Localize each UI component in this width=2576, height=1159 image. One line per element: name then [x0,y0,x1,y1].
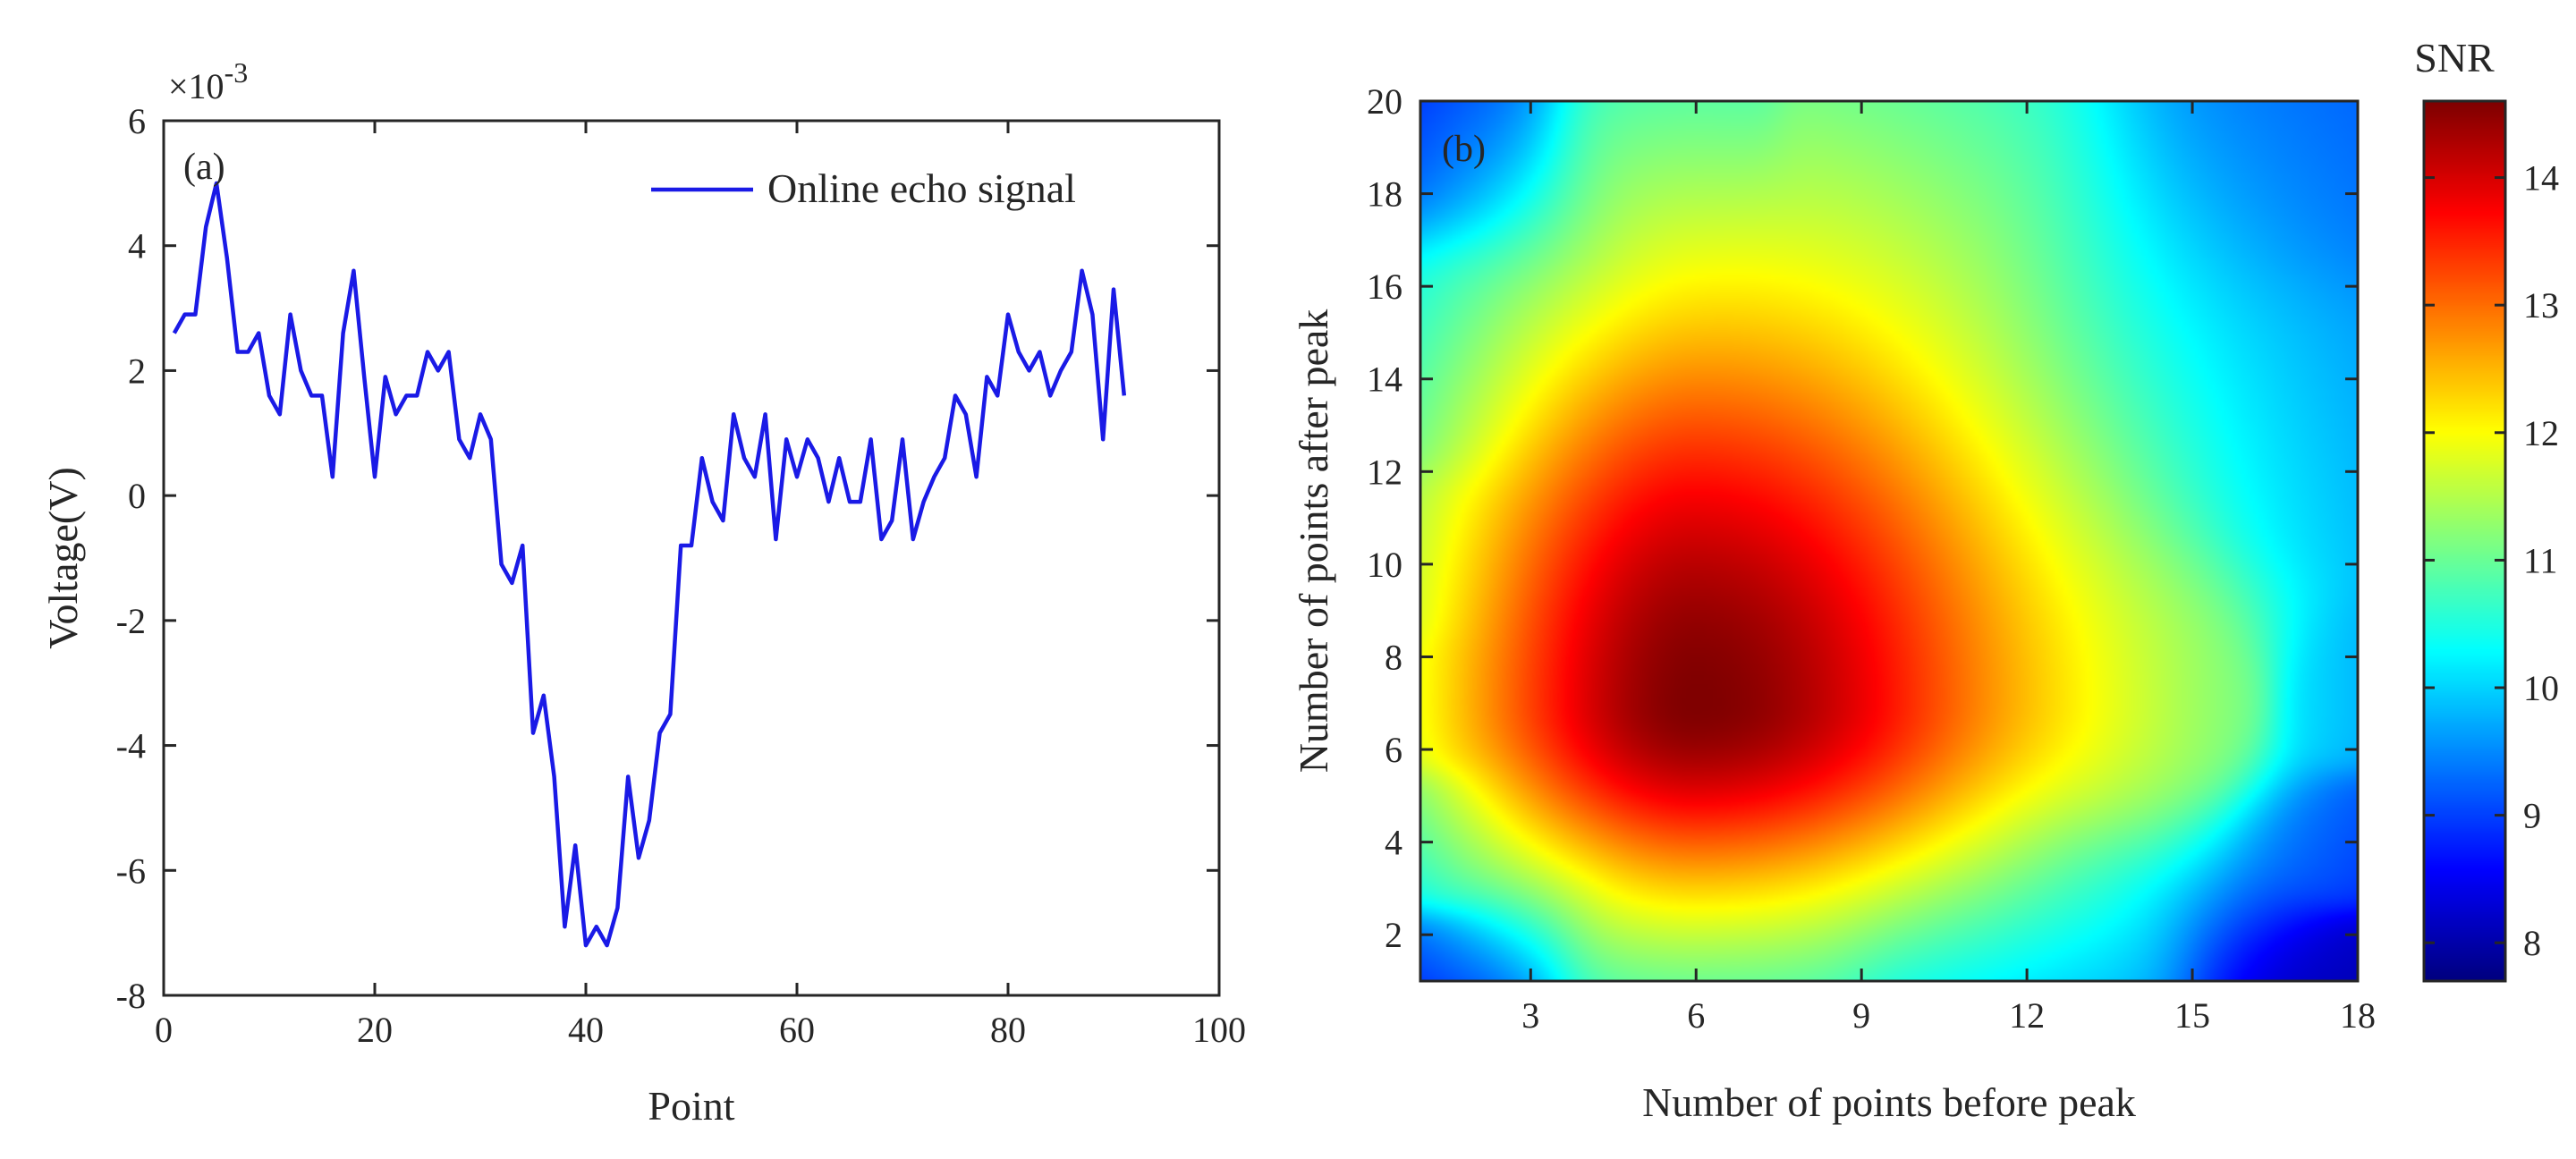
legend-label: Online echo signal [767,165,1076,211]
y-exponent-base: ×10 [168,66,225,106]
panel-label-b: (b) [1442,129,1486,170]
y-exponent-label: ×10-3 [168,56,248,106]
x-tick-label-a: 60 [779,1010,815,1050]
x-tick-label-b: 6 [1687,995,1705,1036]
colorbar-tick-label: 12 [2523,413,2559,453]
colorbar-tick-label: 10 [2523,668,2559,708]
y-tick-label-a: 6 [128,101,146,141]
y-tick-label-b: 2 [1385,915,1402,955]
y-tick-label-a: 0 [128,476,146,516]
colorbar-label: SNR [2414,35,2495,80]
y-tick-label-b: 18 [1367,174,1402,215]
heatmap-panel: 3 6 9 12 15 18 2 4 6 8 10 12 14 16 18 20 (b) Number of… [1291,35,2559,1125]
y-axis-label-a: Voltage(V) [40,467,86,649]
colorbar: 8 9 10 11 12 13 14 SNR [2414,35,2559,981]
snr-heatmap-image [1420,101,2358,981]
x-tick-label-a: 0 [155,1010,173,1050]
y-axis-label-b: Number of points after peak [1291,309,1336,774]
y-tick-label-b: 16 [1367,266,1402,307]
x-axis-label-a: Point [648,1083,734,1129]
plot-area-a [164,121,1219,995]
y-tick-label-a: -4 [116,726,146,766]
x-tick-label-b: 18 [2340,995,2376,1036]
y-tick-label-b: 20 [1367,81,1402,122]
y-tick-label-b: 10 [1367,545,1402,585]
y-tick-label-b: 8 [1385,637,1402,677]
y-tick-label-b: 14 [1367,360,1402,400]
x-tick-label-b: 12 [2009,995,2045,1036]
colorbar-tick-label: 8 [2523,923,2541,963]
y-tick-label-b: 12 [1367,452,1402,492]
x-tick-label-b: 3 [1521,995,1539,1036]
y-tick-label-b: 4 [1385,823,1402,863]
y-tick-label-a: -2 [116,601,146,641]
x-tick-label-b: 9 [1852,995,1870,1036]
x-tick-label-b: 15 [2174,995,2210,1036]
colorbar-tick-label: 14 [2523,158,2559,199]
x-tick-label-a: 20 [357,1010,393,1050]
y-exponent-power: -3 [225,56,249,89]
x-tick-label-a: 100 [1192,1010,1246,1050]
line-chart-panel: 0 20 40 60 80 100 -8 -6 -4 -2 0 2 4 6 (a) Online ech… [40,56,1246,1129]
y-tick-label-a: 2 [128,351,146,391]
y-tick-label-a: -6 [116,850,146,891]
x-tick-label-a: 80 [990,1010,1026,1050]
x-axis-label-b: Number of points before peak [1642,1079,2136,1125]
y-tick-label-b: 6 [1385,730,1402,770]
colorbar-tick-label: 13 [2523,285,2559,326]
colorbar-tick-label: 11 [2523,540,2558,580]
x-tick-label-a: 40 [568,1010,604,1050]
y-tick-label-a: 4 [128,226,146,266]
panel-label-a: (a) [183,147,225,188]
figure: 0 20 40 60 80 100 -8 -6 -4 -2 0 2 4 6 (a) Online ech… [0,0,2576,1159]
colorbar-tick-label: 9 [2523,796,2541,836]
y-tick-label-a: -8 [116,976,146,1016]
colorbar-gradient [2424,101,2505,981]
